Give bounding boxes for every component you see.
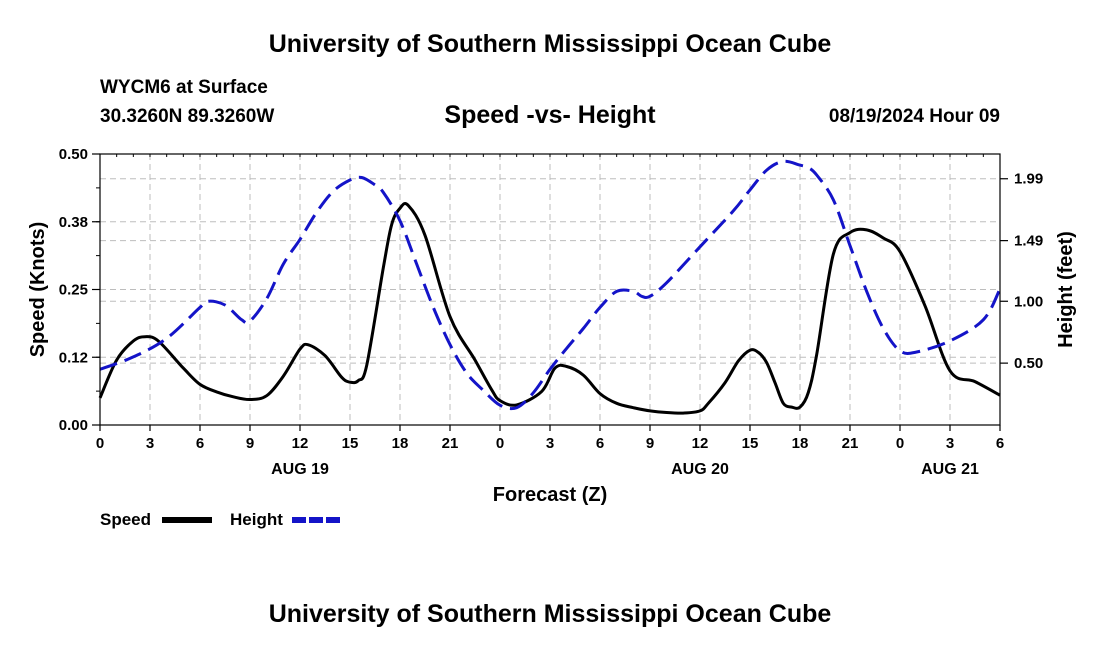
x-tick-label: 15 — [742, 435, 759, 452]
x-tick-label: 12 — [292, 435, 309, 452]
chart-main-title: University of Southern Mississippi Ocean… — [268, 30, 832, 58]
x-tick-label: 9 — [246, 435, 254, 452]
y2-tick-label: 0.50 — [1014, 355, 1043, 372]
axis-layer: 0 3 6 9 12 15 18 21 0 3 6 9 12 15 18 21 0 3 6 AUG 19 AUG 20 A… — [59, 146, 1043, 478]
x-tick-label: 18 — [792, 435, 809, 452]
station-coordinates: 30.3260N 89.3260W — [100, 106, 275, 127]
y-tick-label: 0.12 — [59, 349, 88, 366]
y-tick-label: 0.00 — [59, 417, 88, 434]
legend: Speed Height — [100, 510, 342, 529]
x-tick-label: 0 — [496, 435, 504, 452]
x-tick-label: 12 — [692, 435, 709, 452]
day-label: AUG 20 — [671, 461, 729, 478]
y-tick-label: 0.50 — [59, 146, 88, 163]
x-tick-label: 21 — [442, 435, 459, 452]
x-tick-label: 6 — [196, 435, 204, 452]
station-label: WYCM6 at Surface — [100, 77, 268, 98]
y-tick-label: 0.25 — [59, 282, 88, 299]
series-line-height — [99, 159, 1002, 411]
day-label: AUG 21 — [921, 461, 979, 478]
x-tick-label: 0 — [896, 435, 904, 452]
legend-label-speed: Speed — [100, 510, 151, 529]
legend-label-height: Height — [230, 510, 283, 529]
x-tick-label: 6 — [596, 435, 604, 452]
y2-axis-title: Height (feet) — [1055, 231, 1077, 348]
chart-subtitle: Speed -vs- Height — [444, 101, 656, 129]
x-tick-label: 21 — [842, 435, 859, 452]
x-axis-title: Forecast (Z) — [493, 484, 607, 506]
y-tick-label: 0.38 — [59, 214, 88, 231]
footer-title: University of Southern Mississippi Ocean… — [268, 600, 832, 628]
x-tick-label: 3 — [546, 435, 554, 452]
x-tick-label: 6 — [996, 435, 1004, 452]
series-line-speed — [98, 202, 1001, 415]
x-tick-label: 18 — [392, 435, 409, 452]
y2-tick-label: 1.99 — [1014, 171, 1043, 188]
x-tick-label: 15 — [342, 435, 359, 452]
y2-tick-label: 1.49 — [1014, 233, 1043, 250]
x-tick-label: 3 — [946, 435, 954, 452]
series-layer — [98, 159, 1002, 415]
y2-tick-label: 1.00 — [1014, 293, 1043, 310]
y-axis-title: Speed (Knots) — [27, 222, 49, 358]
x-tick-label: 3 — [146, 435, 154, 452]
grid-layer — [100, 154, 1000, 425]
x-tick-label: 0 — [96, 435, 104, 452]
day-label: AUG 19 — [271, 461, 329, 478]
x-tick-label: 9 — [646, 435, 654, 452]
forecast-datetime: 08/19/2024 Hour 09 — [828, 106, 1000, 127]
